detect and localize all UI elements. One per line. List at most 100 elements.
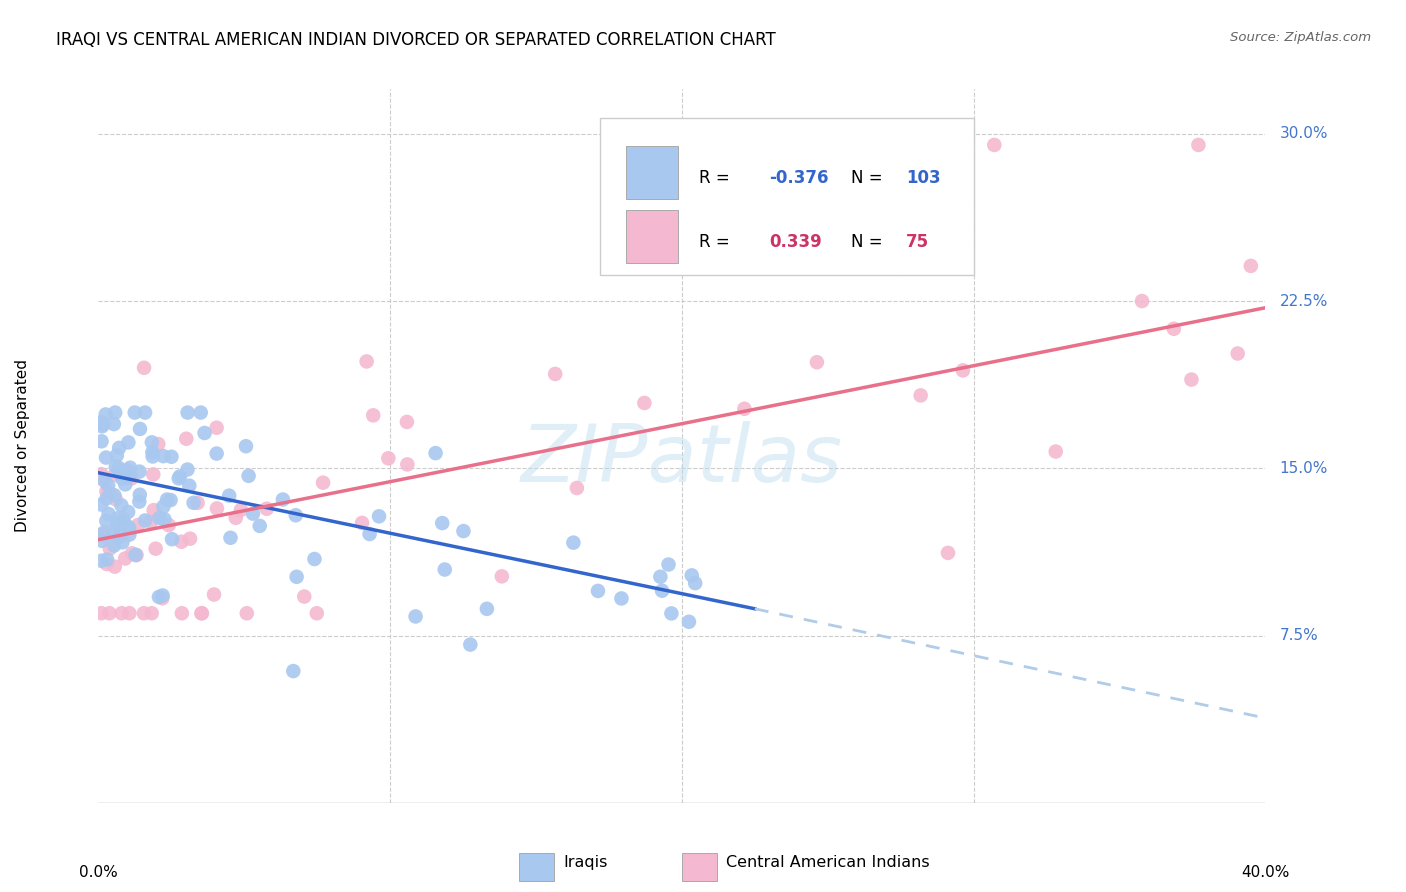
Point — [304, 552, 326, 566]
Point — [112, 511, 135, 525]
Point — [117, 469, 139, 483]
Point — [152, 500, 174, 514]
Point — [235, 439, 257, 453]
Point — [396, 458, 419, 472]
Point — [97, 507, 120, 521]
Point — [190, 607, 212, 621]
Text: 40.0%: 40.0% — [1241, 865, 1289, 880]
Point — [176, 462, 198, 476]
Point — [544, 367, 567, 381]
Point — [285, 570, 308, 584]
Point — [191, 607, 214, 621]
Point — [150, 591, 173, 606]
Point — [90, 533, 112, 548]
Point — [491, 569, 513, 583]
Point — [157, 518, 180, 533]
Point — [128, 488, 150, 502]
Point — [205, 420, 228, 434]
Point — [890, 261, 912, 276]
Point — [359, 527, 381, 541]
Point — [90, 415, 112, 429]
Point — [98, 485, 121, 500]
Point — [242, 507, 264, 521]
Point — [94, 450, 117, 465]
Point — [98, 541, 121, 556]
Point — [96, 552, 118, 566]
Point — [249, 519, 271, 533]
Point — [117, 435, 139, 450]
Point — [148, 590, 170, 604]
Point — [983, 138, 1005, 153]
Point — [96, 491, 118, 506]
Point — [90, 434, 112, 449]
Point — [120, 460, 142, 475]
Point — [134, 513, 156, 527]
Point — [1240, 259, 1263, 273]
Point — [115, 463, 138, 477]
Point — [475, 602, 498, 616]
Point — [170, 607, 193, 621]
Point — [91, 417, 114, 432]
Point — [141, 607, 163, 621]
Text: R =: R = — [699, 169, 735, 186]
Point — [114, 551, 136, 566]
Point — [91, 419, 114, 434]
Point — [368, 509, 391, 524]
Point — [120, 471, 142, 485]
Point — [148, 511, 170, 525]
Point — [160, 450, 183, 464]
Point — [377, 451, 399, 466]
Point — [256, 501, 278, 516]
Point — [806, 355, 828, 369]
Point — [93, 474, 115, 488]
Text: Source: ZipAtlas.com: Source: ZipAtlas.com — [1230, 31, 1371, 45]
Point — [103, 488, 125, 502]
Point — [176, 405, 198, 420]
Point — [361, 409, 384, 423]
Point — [96, 557, 118, 571]
Point — [90, 554, 112, 568]
Point — [179, 532, 201, 546]
Point — [118, 527, 141, 541]
Point — [1045, 444, 1067, 458]
Text: IRAQI VS CENTRAL AMERICAN INDIAN DIVORCED OR SEPARATED CORRELATION CHART: IRAQI VS CENTRAL AMERICAN INDIAN DIVORCE… — [56, 31, 776, 49]
Point — [236, 607, 259, 621]
Text: 15.0%: 15.0% — [1279, 461, 1327, 475]
Point — [586, 583, 609, 598]
Point — [152, 589, 174, 603]
Point — [104, 559, 127, 574]
Point — [910, 388, 932, 402]
Point — [91, 527, 114, 541]
Point — [183, 496, 205, 510]
Point — [395, 415, 418, 429]
Point — [107, 511, 129, 525]
Point — [132, 607, 155, 621]
Point — [733, 401, 755, 416]
Point — [134, 405, 156, 420]
Point — [633, 396, 655, 410]
Point — [432, 516, 454, 530]
Point — [108, 530, 131, 544]
Point — [139, 515, 162, 529]
Point — [156, 492, 179, 507]
Point — [90, 607, 112, 621]
Point — [169, 469, 191, 483]
Point — [107, 516, 129, 531]
Point — [103, 417, 125, 431]
Point — [1180, 373, 1202, 387]
Point — [952, 363, 974, 377]
Point — [117, 470, 139, 484]
Point — [94, 408, 117, 422]
Point — [160, 532, 183, 546]
Point — [104, 492, 127, 507]
Point — [425, 446, 447, 460]
Point — [238, 468, 260, 483]
Text: -0.376: -0.376 — [769, 169, 830, 186]
Point — [108, 464, 131, 478]
Point — [657, 558, 679, 572]
Text: Iraqis: Iraqis — [562, 855, 607, 870]
Point — [104, 405, 127, 420]
Point — [187, 496, 209, 510]
Text: N =: N = — [851, 233, 889, 251]
Bar — [682, 853, 717, 881]
